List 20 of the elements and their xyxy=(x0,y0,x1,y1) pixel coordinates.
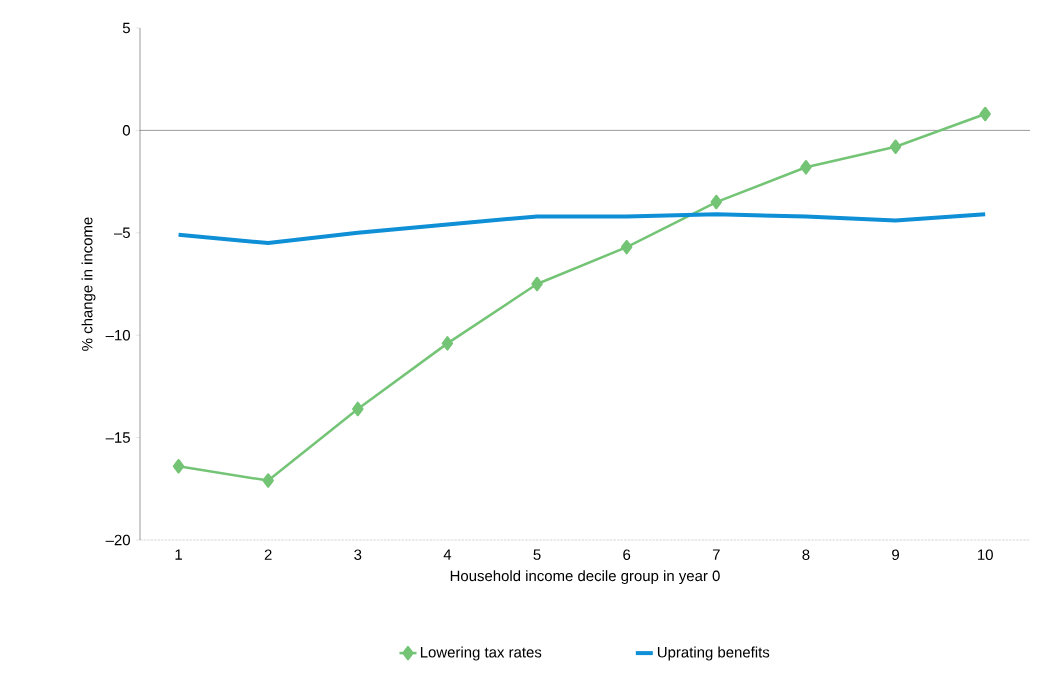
y-tick-label: 0 xyxy=(122,125,130,136)
x-tick-label: 10 xyxy=(978,549,993,560)
y-axis-title: % change in income xyxy=(81,217,96,351)
y-tick-label: –5 xyxy=(113,227,130,238)
y-tick-label: 5 xyxy=(122,22,130,34)
legend-label: Lowering tax rates xyxy=(420,646,542,661)
x-tick-label: 5 xyxy=(533,549,541,560)
y-tick-label: –10 xyxy=(105,329,130,341)
x-tick-label: 9 xyxy=(892,549,899,560)
x-tick-label: 1 xyxy=(175,549,182,560)
x-tick-label: 4 xyxy=(443,549,452,560)
x-tick-label: 6 xyxy=(623,549,631,560)
x-tick-label: 7 xyxy=(712,549,720,560)
legend-label: Uprating benefits xyxy=(657,646,770,661)
x-tick-label: 3 xyxy=(354,549,362,560)
x-axis-title: Household income decile group in year 0 xyxy=(450,570,720,585)
y-tick-label: –15 xyxy=(105,432,130,443)
y-tick-label: –20 xyxy=(105,534,130,546)
x-tick-label: 8 xyxy=(802,549,810,560)
x-tick-label: 2 xyxy=(264,549,272,560)
